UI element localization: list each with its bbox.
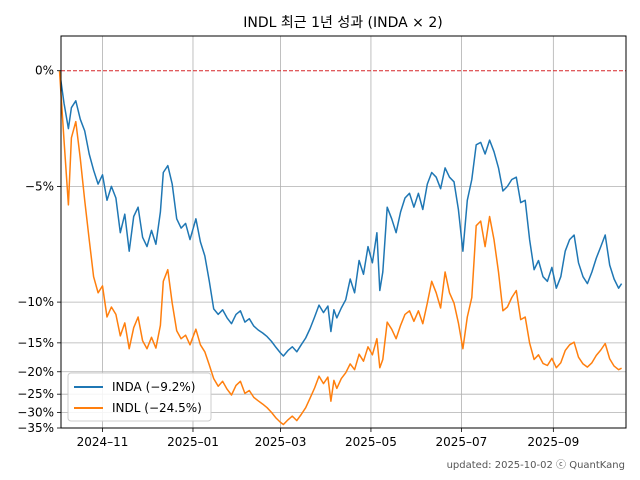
- legend: INDA (−9.2%) INDL (−24.5%): [67, 372, 212, 422]
- series-line-indl: [58, 70, 622, 426]
- plot-frame: [60, 35, 627, 429]
- legend-box: [67, 372, 212, 422]
- y-tick-label: −5%: [25, 179, 54, 193]
- x-tick-label: 2025–01: [167, 435, 219, 449]
- y-tick-label: −30%: [17, 406, 54, 420]
- footnote: updated: 2025-10-02 ⓒ QuantKang: [447, 459, 625, 471]
- x-tick-label: 2025–03: [255, 435, 307, 449]
- chart-title: INDL 최근 1년 성과 (INDA × 2): [243, 15, 442, 31]
- x-tick-label: 2025–09: [527, 435, 579, 449]
- y-tick-label: −10%: [17, 295, 54, 309]
- legend-label-inda: INDA (−9.2%): [112, 380, 195, 394]
- x-tick-label: 2024–11: [77, 435, 129, 449]
- y-tick-label: −25%: [17, 387, 54, 401]
- series-layer: [58, 70, 623, 426]
- axis-ticks: 2024–11 2025–01 2025–03 2025–05 2025–07 2025–…: [17, 64, 579, 449]
- grid-lines: [61, 36, 626, 429]
- y-tick-label: −20%: [17, 365, 54, 379]
- legend-label-indl: INDL (−24.5%): [112, 401, 202, 415]
- x-tick-label: 2025–05: [345, 435, 397, 449]
- series-line-inda: [58, 70, 623, 357]
- y-tick-label: −35%: [17, 421, 54, 435]
- y-tick-label: 0%: [35, 64, 54, 78]
- x-tick-label: 2025–07: [435, 435, 487, 449]
- y-tick-label: −15%: [17, 336, 54, 350]
